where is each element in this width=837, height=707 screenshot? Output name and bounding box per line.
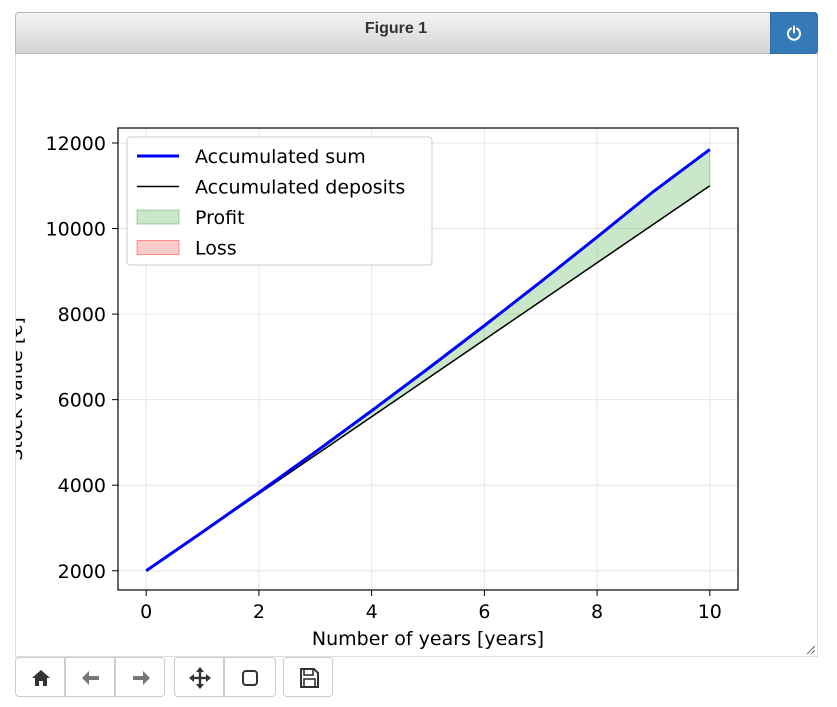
figure-window: Figure 1 0 2 4 6 8 10 2000 4000 6000 8000 10000 120… xyxy=(5,12,818,657)
figure-canvas[interactable]: 0 2 4 6 8 10 2000 4000 6000 8000 10000 12000 Number… xyxy=(5,54,818,657)
y-tick-label: 4000 xyxy=(58,475,106,497)
arrow-left-icon xyxy=(82,671,99,685)
forward-button[interactable] xyxy=(115,657,165,697)
legend-loss-label: Loss xyxy=(195,238,237,260)
y-tick-label: 8000 xyxy=(58,304,106,326)
x-axis-label: Number of years [years] xyxy=(312,628,544,650)
chart: 0 2 4 6 8 10 2000 4000 6000 8000 10000 12000 Number… xyxy=(5,127,739,650)
y-axis-label: Stock value [€] xyxy=(16,317,27,460)
window-title: Figure 1 xyxy=(364,20,428,37)
legend-accumulated-sum-label: Accumulated sum xyxy=(195,146,366,168)
y-tick-label: 6000 xyxy=(58,390,106,412)
x-tick-label: 8 xyxy=(591,601,603,623)
resize-grip-icon[interactable] xyxy=(805,644,815,654)
close-figure-button[interactable] xyxy=(770,12,818,54)
pan-button[interactable] xyxy=(174,657,224,697)
x-tick-label: 0 xyxy=(140,601,152,623)
floppy-icon xyxy=(300,668,319,688)
titlebar: Figure 1 xyxy=(15,12,818,54)
y-tick-label: 10000 xyxy=(46,219,106,241)
accumulated-sum-line xyxy=(145,148,711,572)
move-icon xyxy=(189,667,211,689)
legend: Accumulated sum Accumulated deposits Profi… xyxy=(126,136,433,266)
y-tick-label: 2000 xyxy=(58,561,106,583)
legend-profit-swatch xyxy=(136,209,180,225)
arrow-right-icon xyxy=(133,671,150,685)
legend-loss-swatch xyxy=(136,240,180,255)
series-lines xyxy=(145,148,711,572)
legend-accumulated-deposits-label: Accumulated deposits xyxy=(195,177,405,199)
home-icon xyxy=(32,670,50,686)
axis-ticks: 0 2 4 6 8 10 2000 4000 6000 8000 10000 12000 xyxy=(46,133,722,623)
x-tick-label: 4 xyxy=(366,601,378,623)
square-icon xyxy=(242,670,258,686)
zoom-button[interactable] xyxy=(224,657,276,697)
back-button[interactable] xyxy=(65,657,115,697)
save-button[interactable] xyxy=(283,657,333,697)
x-tick-label: 6 xyxy=(478,601,490,623)
power-icon xyxy=(787,25,801,41)
plot-frame xyxy=(117,127,739,591)
home-button[interactable] xyxy=(15,657,65,697)
legend-profit-label: Profit xyxy=(195,207,245,229)
y-tick-label: 12000 xyxy=(46,133,106,155)
x-tick-label: 2 xyxy=(253,601,265,623)
legend-box xyxy=(126,136,433,266)
x-tick-label: 10 xyxy=(698,601,722,623)
